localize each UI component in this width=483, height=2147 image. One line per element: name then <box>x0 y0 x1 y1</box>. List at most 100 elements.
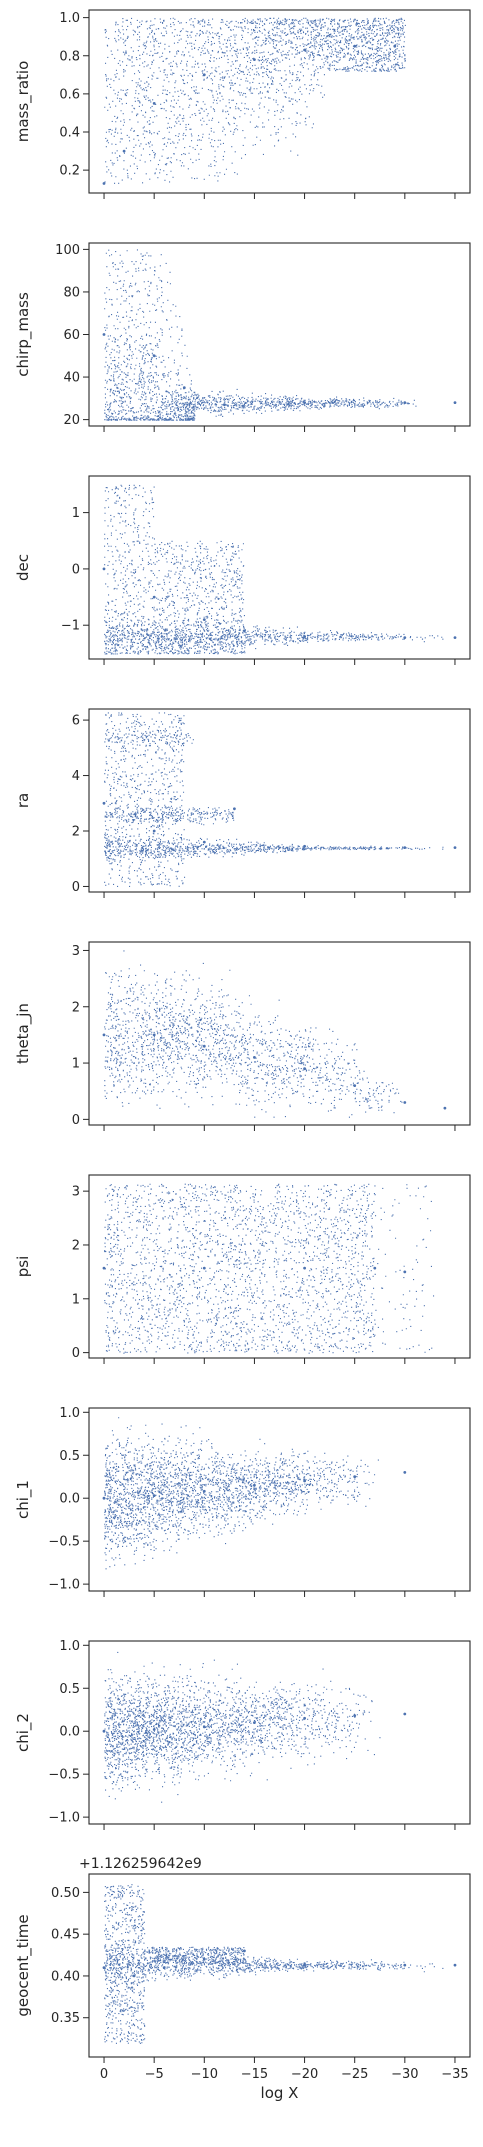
data-point <box>453 401 457 404</box>
axes-frame <box>88 1873 471 2058</box>
data-point <box>403 636 407 639</box>
data-point <box>353 1084 357 1087</box>
data-point <box>403 1270 407 1274</box>
scatter-point-cloud <box>104 1417 379 1570</box>
panel-mass_ratio: 0.2 0.4 0.6 0.8 1.0 mass_ratio <box>14 9 471 199</box>
scatter-point-cloud <box>104 1884 444 2044</box>
y-axis-label: dec <box>14 554 32 581</box>
data-point <box>152 1728 156 1731</box>
scatter-points-psi <box>102 1183 435 1354</box>
data-point <box>303 1067 306 1071</box>
y-tick-label: 0.45 <box>51 1928 80 1943</box>
scatter-points-theta_jn <box>102 950 447 1118</box>
axes-frame <box>88 1407 471 1592</box>
data-point <box>102 1496 106 1500</box>
panel-psi: 0 1 2 3 psi <box>14 1174 471 1364</box>
scatter-point-cloud <box>104 950 403 1118</box>
data-point <box>182 386 186 390</box>
axes-frame <box>88 708 471 893</box>
data-point <box>443 1106 447 1110</box>
data-point <box>403 1101 407 1104</box>
y-tick-label: 0 <box>72 1113 80 1128</box>
y-tick-label: 20 <box>63 413 80 428</box>
y-tick-label: 0.2 <box>59 164 80 179</box>
y-axis-label: geocent_time <box>14 1914 33 2016</box>
data-point <box>223 403 226 407</box>
y-tick-label: 0.0 <box>59 1725 80 1740</box>
data-point <box>202 1044 206 1048</box>
y-tick-label: 0 <box>72 562 80 577</box>
data-point <box>162 1966 166 1969</box>
scatter-point-cloud <box>104 1651 381 1803</box>
y-tick-label: 0.40 <box>51 1969 80 1984</box>
data-point <box>102 182 106 185</box>
data-point <box>102 1266 106 1270</box>
x-tick-label: −15 <box>241 2067 268 2082</box>
data-point <box>102 567 106 571</box>
axes-frame <box>88 1640 471 1825</box>
scatter-points-mass_ratio <box>102 17 406 185</box>
x-tick-label: −5 <box>145 2067 164 2082</box>
scatter-point-cloud <box>104 17 406 184</box>
panel-chi_2: −1.0 −0.5 0.0 0.5 1.0 chi_2 <box>14 1639 471 1830</box>
data-point <box>393 44 397 48</box>
data-point <box>132 1974 136 1978</box>
y-tick-label: 1 <box>72 1057 80 1072</box>
data-point <box>202 73 206 77</box>
y-axis-label: chi_2 <box>14 1713 33 1752</box>
y-axis-label: mass_ratio <box>14 61 33 143</box>
data-point <box>353 1714 357 1718</box>
y-axis-label: chirp_mass <box>14 292 33 377</box>
scatter-points-chi_2 <box>102 1651 407 1803</box>
scatter-point-cloud <box>104 249 417 421</box>
scatter-point-cloud <box>104 712 444 887</box>
data-point <box>202 1266 206 1270</box>
axes-frame <box>88 941 471 1126</box>
data-point <box>453 846 457 849</box>
data-point <box>303 1716 306 1720</box>
data-point <box>403 1712 407 1716</box>
data-point <box>353 44 357 48</box>
data-point <box>122 149 126 153</box>
y-tick-label: 1.0 <box>59 1406 80 1421</box>
data-point <box>202 840 206 844</box>
y-tick-label: −1.0 <box>48 1811 80 1826</box>
axes-frame <box>88 1174 471 1359</box>
panel-theta_jn: 0 1 2 3 theta_jn <box>14 941 471 1131</box>
data-point <box>102 1033 106 1037</box>
scatter-points-dec <box>102 484 457 655</box>
data-point <box>303 635 306 638</box>
data-point <box>453 636 457 639</box>
y-tick-label: 0 <box>72 1346 80 1361</box>
data-point <box>303 401 306 404</box>
data-point <box>202 618 206 621</box>
data-point <box>102 1729 106 1733</box>
y-axis-label: psi <box>14 1256 32 1278</box>
data-point <box>253 1483 256 1487</box>
data-point <box>403 846 407 849</box>
scatter-point-cloud <box>104 1183 435 1354</box>
data-point <box>152 595 156 599</box>
y-tick-label: 3 <box>72 1185 80 1200</box>
data-point <box>233 807 236 811</box>
scatter-points-chirp_mass <box>102 249 457 421</box>
y-tick-label: 0.8 <box>59 49 80 64</box>
x-tick-label: 0 <box>100 2067 108 2082</box>
y-tick-label: 0.4 <box>59 126 80 141</box>
y-tick-label: 4 <box>72 769 80 784</box>
data-point <box>303 1266 306 1270</box>
scatter-points-geocent_time <box>102 1884 457 2044</box>
data-point <box>403 401 407 404</box>
y-tick-label: 0 <box>72 880 80 895</box>
y-tick-label: 1 <box>72 506 80 521</box>
y-tick-label: 6 <box>72 714 80 729</box>
data-point <box>253 1721 256 1724</box>
y-offset-text: +1.126259642e9 <box>79 1856 202 1872</box>
data-point <box>102 1966 106 1969</box>
data-point <box>152 102 156 105</box>
x-tick-label: −35 <box>441 2067 468 2082</box>
y-axis-label: chi_1 <box>14 1480 33 1519</box>
y-tick-label: 1.0 <box>59 11 80 26</box>
axes-frame <box>88 475 471 660</box>
